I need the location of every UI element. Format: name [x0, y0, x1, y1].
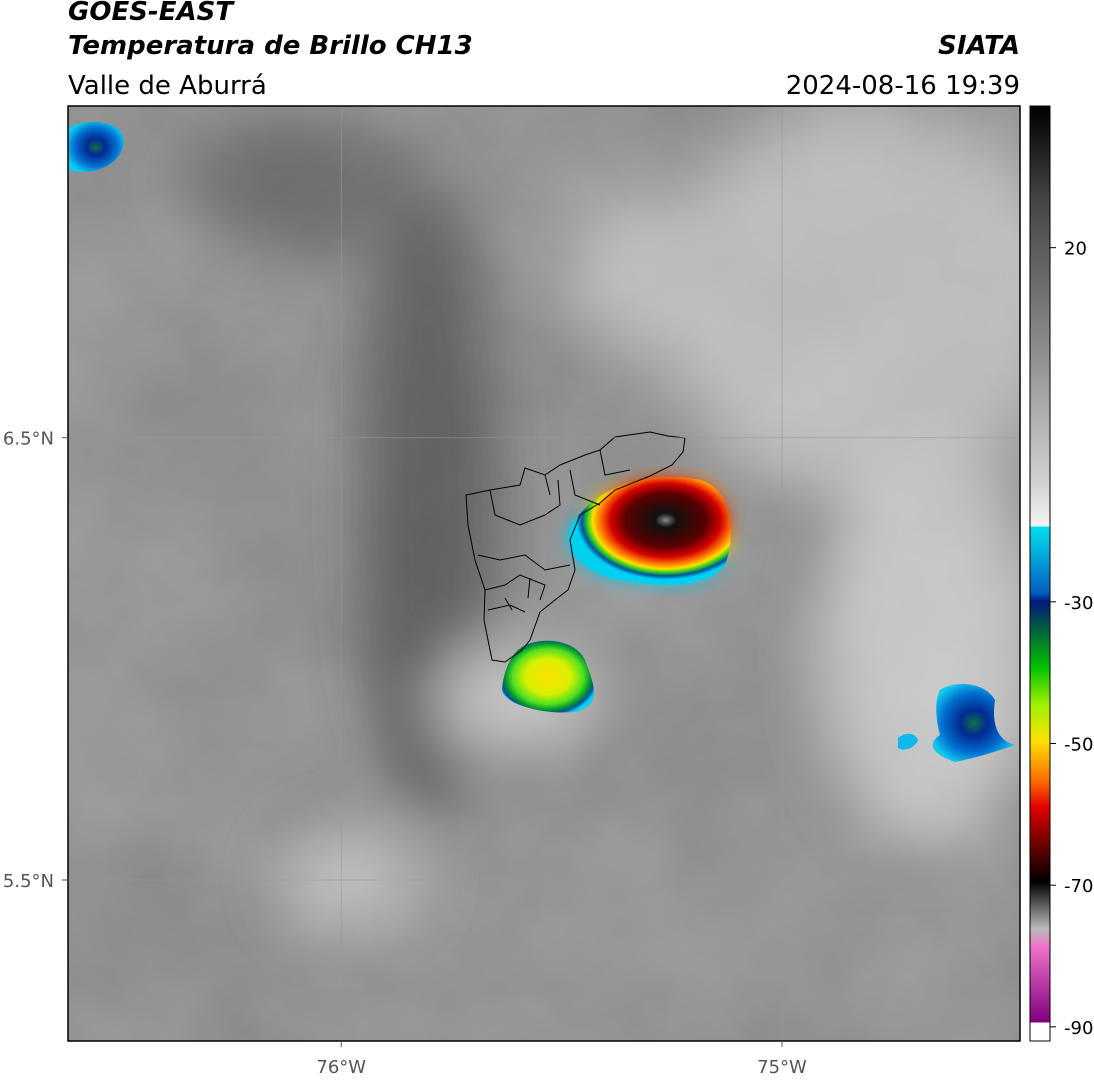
datetime: 2024-08-16 19:39 — [786, 71, 1020, 101]
x-tick-label: 75°W — [757, 1057, 807, 1078]
colorbar-tick-label: -70 — [1064, 876, 1093, 897]
map-image — [68, 106, 1020, 1041]
colorbar-tick-label: -90 — [1064, 1018, 1093, 1039]
subtitle: Temperatura de Brillo CH13 — [68, 31, 473, 61]
map-frame — [67, 105, 1021, 1042]
y-tick-label: 6.5°N — [3, 429, 54, 450]
region: Valle de Aburrá — [68, 71, 267, 101]
title: GOES-EAST — [68, 0, 235, 27]
colorbar-tick-label: 20 — [1064, 239, 1087, 260]
y-tick-label: 5.5°N — [3, 871, 54, 892]
municipal-boundaries — [465, 431, 686, 663]
colorbar — [1029, 105, 1051, 1042]
colorbar-tick-label: -30 — [1064, 593, 1093, 614]
colorbar-tick-label: -50 — [1064, 735, 1093, 756]
x-tick-label: 76°W — [316, 1057, 366, 1078]
source: SIATA — [938, 31, 1020, 61]
